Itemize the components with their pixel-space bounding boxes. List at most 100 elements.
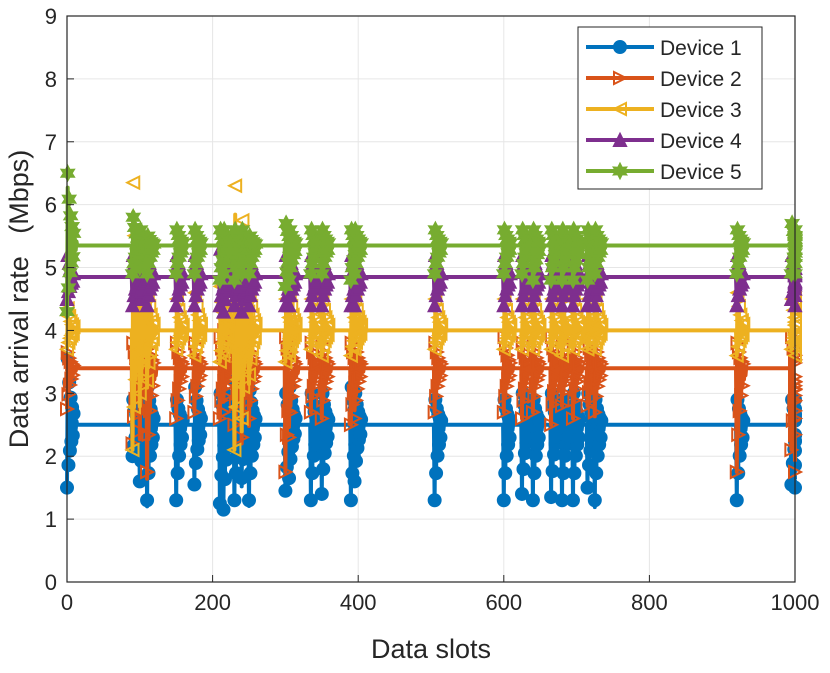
legend-entry: Device 4: [586, 130, 742, 153]
data-point: [520, 353, 536, 370]
data-point: [432, 353, 448, 370]
data-point: [352, 317, 369, 333]
data-point: [432, 326, 448, 342]
data-point: [554, 297, 570, 313]
data-point: [498, 388, 514, 405]
data-point: [549, 370, 566, 386]
data-point: [531, 233, 548, 253]
data-point: [186, 347, 202, 364]
legend-label: Device 2: [660, 68, 742, 91]
data-point: [495, 264, 512, 283]
data-point: [316, 333, 332, 349]
data-point: [530, 372, 546, 388]
data-point: [496, 404, 513, 420]
data-point: [211, 354, 227, 370]
data-point: [221, 314, 238, 330]
data-point: [278, 464, 294, 480]
data-point: [565, 297, 581, 313]
y-axis-label: Data arrival rate (Mbps): [4, 150, 34, 449]
data-point: [569, 314, 586, 330]
data-point: [316, 462, 331, 477]
data-point: [343, 493, 358, 508]
data-point: [188, 456, 203, 471]
data-point: [285, 312, 302, 329]
data-point: [286, 327, 302, 343]
data-point: [313, 347, 329, 364]
data-point: [592, 372, 608, 388]
data-point: [320, 233, 337, 253]
data-point: [525, 270, 541, 290]
data-point: [282, 429, 298, 445]
data-point: [592, 326, 608, 342]
data-point: [145, 273, 161, 289]
data-point: [320, 369, 336, 385]
series-layer: [58, 164, 804, 517]
data-point: [216, 502, 231, 517]
data-point: [427, 404, 443, 420]
data-point: [567, 466, 582, 481]
data-point: [346, 264, 363, 283]
data-point: [174, 317, 190, 333]
data-point: [587, 404, 604, 420]
y-tick-label: 6: [45, 193, 57, 218]
data-point: [314, 410, 331, 427]
data-point: [143, 312, 160, 329]
data-point: [515, 410, 531, 427]
data-point: [186, 264, 203, 283]
data-point: [139, 264, 155, 283]
x-tick-label: 1000: [771, 590, 820, 615]
legend-marker: [612, 131, 628, 147]
x-axis-label: Data slots: [371, 634, 491, 664]
data-point: [592, 353, 609, 370]
data-point: [247, 316, 263, 332]
data-point: [169, 410, 185, 427]
data-point: [734, 327, 750, 343]
data-point: [346, 297, 363, 313]
x-tick-label: 800: [631, 590, 668, 615]
data-point: [734, 273, 751, 289]
data-point: [190, 329, 206, 345]
data-point: [217, 388, 234, 405]
data-point: [247, 234, 264, 254]
data-point: [242, 351, 258, 367]
data-point: [243, 466, 258, 481]
data-point: [734, 387, 750, 404]
data-point: [59, 164, 76, 183]
data-point: [427, 493, 442, 508]
data-point: [318, 314, 334, 330]
data-point: [193, 367, 209, 384]
data-point: [168, 297, 184, 313]
data-point: [227, 493, 242, 508]
data-point: [568, 448, 583, 463]
data-point: [495, 341, 511, 357]
data-point: [229, 371, 245, 388]
data-point: [140, 464, 156, 480]
x-tick-label: 200: [194, 590, 231, 615]
data-point: [502, 233, 519, 253]
data-point: [346, 341, 362, 357]
data-point: [167, 341, 184, 357]
data-point: [281, 297, 297, 313]
data-point: [728, 347, 744, 364]
data-point: [735, 378, 751, 394]
data-point: [547, 383, 563, 400]
data-point: [349, 317, 365, 333]
data-point: [531, 353, 547, 370]
data-point: [593, 317, 609, 333]
data-point: [528, 448, 543, 463]
data-point: [731, 427, 747, 443]
series-device-1: [60, 351, 802, 517]
data-point: [515, 486, 529, 501]
data-point: [432, 372, 448, 388]
data-point: [525, 297, 541, 313]
data-point: [530, 326, 546, 342]
data-point: [570, 326, 586, 342]
data-point: [145, 234, 162, 254]
data-point: [314, 297, 330, 313]
data-point: [221, 327, 237, 343]
data-point: [236, 359, 252, 375]
data-point: [193, 427, 208, 442]
data-point: [587, 493, 602, 508]
data-point: [212, 410, 229, 427]
